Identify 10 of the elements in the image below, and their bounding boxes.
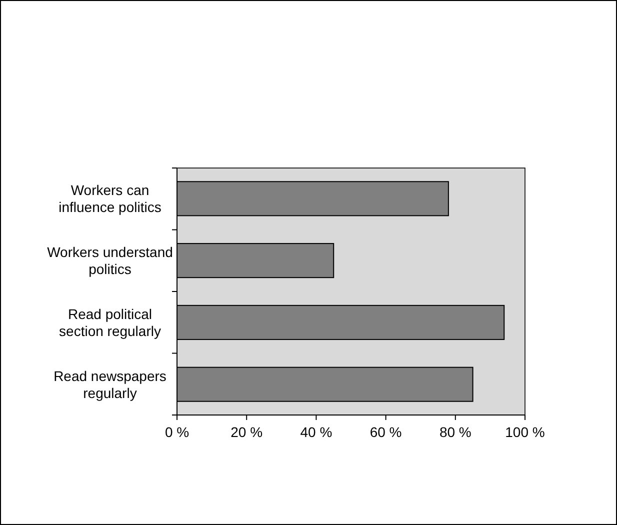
y-tick-label: Workers understand politics	[47, 244, 173, 278]
y-tick-label: Workers can influence politics	[58, 182, 162, 216]
x-tick-label: 60 %	[370, 424, 402, 440]
y-tick-label: Read political section regularly	[59, 306, 161, 339]
y-tick-label: Read newspapers regularly	[54, 368, 166, 401]
x-tick-label: 0 %	[164, 424, 190, 440]
x-tick-label: 80 %	[439, 424, 472, 440]
x-tick-label: 40 %	[300, 424, 332, 440]
x-tick-label: 20 %	[230, 424, 263, 440]
x-tick-label: 100 %	[505, 424, 545, 440]
